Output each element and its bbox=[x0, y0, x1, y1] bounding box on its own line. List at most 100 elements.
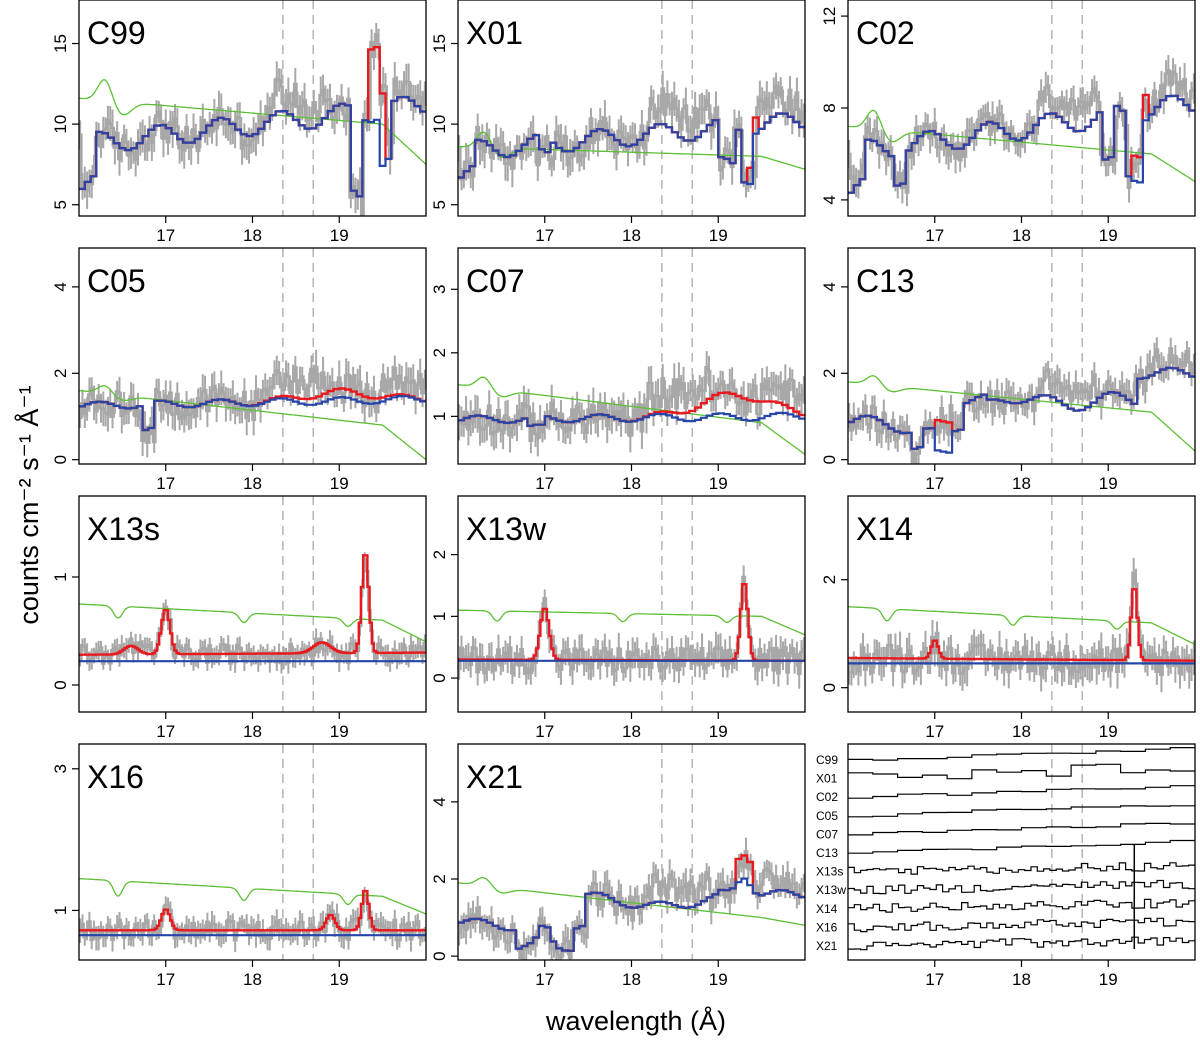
summary-series-label: X01 bbox=[816, 772, 838, 786]
y-tick-label: 2 bbox=[430, 874, 449, 883]
panel-title: C02 bbox=[856, 15, 915, 51]
model-series-blue bbox=[79, 395, 426, 432]
summary-spectrum bbox=[848, 936, 1195, 951]
model-series-blue bbox=[458, 411, 805, 427]
y-tick-label: 15 bbox=[51, 34, 70, 53]
x-tick-label: 19 bbox=[709, 970, 728, 989]
x-tick-label: 19 bbox=[1099, 474, 1118, 493]
y-tick-label: 8 bbox=[820, 103, 839, 112]
plot-area bbox=[848, 337, 1195, 464]
y-tick-label: 2 bbox=[430, 550, 449, 559]
x-tick-label: 17 bbox=[535, 474, 554, 493]
transmission-series-green bbox=[848, 375, 1195, 452]
summary-series-label: X13s bbox=[816, 865, 843, 879]
summary-spectrum bbox=[848, 839, 1195, 854]
y-tick-label: 4 bbox=[430, 797, 449, 806]
x-tick-label: 18 bbox=[622, 474, 641, 493]
plot-area bbox=[458, 70, 805, 198]
summary-spectrum bbox=[848, 879, 1195, 895]
plot-area bbox=[848, 557, 1195, 693]
x-tick-label: 18 bbox=[1012, 970, 1031, 989]
model-series-blue bbox=[458, 112, 805, 186]
transmission-series-green bbox=[79, 385, 426, 461]
y-tick-label: 1 bbox=[51, 906, 70, 915]
x-tick-label: 18 bbox=[243, 722, 262, 741]
summary-spectrum bbox=[848, 822, 1195, 836]
panel-title: X13w bbox=[466, 511, 547, 547]
x-tick-label: 19 bbox=[709, 722, 728, 741]
panel-c99: 5 10 15 C99 17 18 19 bbox=[51, 0, 427, 245]
panel-title: X16 bbox=[87, 759, 144, 795]
x-tick-label: 18 bbox=[243, 474, 262, 493]
y-tick-label: 4 bbox=[820, 282, 839, 291]
x-tick-label: 17 bbox=[925, 970, 944, 989]
summary-spectrum bbox=[848, 862, 1195, 875]
y-tick-label: 0 bbox=[430, 951, 449, 960]
panel-x16: 1 3 X16 17 18 19 bbox=[51, 743, 427, 989]
summary-series-label: C05 bbox=[816, 809, 838, 823]
model-series-blue bbox=[458, 877, 805, 952]
summary-spectrum bbox=[848, 747, 1195, 761]
summary-series-label: X14 bbox=[816, 902, 838, 916]
x-tick-label: 18 bbox=[1012, 226, 1031, 245]
x-tick-label: 18 bbox=[622, 722, 641, 741]
panel-title: C99 bbox=[87, 15, 146, 51]
y-tick-label: 2 bbox=[820, 575, 839, 584]
data-series-gray bbox=[848, 347, 1195, 463]
y-tick-label: 10 bbox=[51, 115, 70, 134]
panel-title: C05 bbox=[87, 263, 146, 299]
y-axis-label: counts cm⁻² s⁻¹ Å⁻¹ bbox=[13, 385, 44, 624]
panel-frame bbox=[78, 0, 427, 217]
summary-spectrum bbox=[848, 763, 1195, 780]
plot-area bbox=[79, 877, 426, 953]
x-tick-label: 18 bbox=[243, 970, 262, 989]
summary-series-label: C02 bbox=[816, 790, 838, 804]
panel-c13: 0 2 4 C13 17 18 19 bbox=[820, 247, 1196, 493]
summary-spectrum bbox=[848, 898, 1195, 913]
panel-title: X21 bbox=[466, 759, 523, 795]
transmission-series-green bbox=[458, 609, 805, 636]
y-tick-label: 0 bbox=[430, 673, 449, 682]
x-tick-label: 19 bbox=[709, 226, 728, 245]
x-axis-label: wavelength (Å) bbox=[545, 1005, 726, 1036]
panel-x21: 0 2 4 X21 17 18 19 bbox=[430, 743, 806, 989]
panel-frame bbox=[457, 247, 806, 465]
x-tick-label: 17 bbox=[925, 722, 944, 741]
transmission-series-green bbox=[79, 877, 426, 915]
x-tick-label: 17 bbox=[156, 226, 175, 245]
x-tick-label: 19 bbox=[709, 474, 728, 493]
transmission-series-green bbox=[848, 109, 1195, 183]
panel-x13w: 0 1 2 X13w 17 18 19 bbox=[430, 495, 806, 741]
x-tick-label: 17 bbox=[535, 722, 554, 741]
summary-series-label: X13w bbox=[816, 883, 846, 897]
y-tick-label: 2 bbox=[430, 348, 449, 357]
y-tick-label: 3 bbox=[51, 764, 70, 773]
panel-frame bbox=[847, 247, 1196, 465]
panel-title: X14 bbox=[856, 511, 913, 547]
summary-series-label: X16 bbox=[816, 920, 838, 934]
y-tick-label: 2 bbox=[820, 369, 839, 378]
model-series-red bbox=[848, 588, 1195, 662]
x-tick-label: 18 bbox=[243, 226, 262, 245]
x-tick-label: 19 bbox=[330, 722, 349, 741]
panel-x13s: 0 1 X13s 17 18 19 bbox=[51, 495, 427, 741]
plot-area bbox=[79, 552, 426, 674]
plot-area bbox=[458, 565, 805, 689]
data-series-gray bbox=[458, 366, 805, 443]
panel-title: C13 bbox=[856, 263, 915, 299]
x-tick-label: 18 bbox=[1012, 722, 1031, 741]
x-tick-label: 18 bbox=[1012, 474, 1031, 493]
x-tick-label: 17 bbox=[925, 226, 944, 245]
panel-frame bbox=[78, 247, 427, 465]
y-tick-label: 1 bbox=[51, 572, 70, 581]
panel-frame bbox=[78, 495, 427, 713]
x-tick-label: 17 bbox=[156, 722, 175, 741]
panel-summary: C99 X01 C02 C05 C07 C13 X13s X13w X14 X16 X21 17 18 1… bbox=[816, 743, 1196, 989]
y-tick-label: 10 bbox=[430, 115, 449, 134]
plot-area bbox=[458, 837, 805, 960]
summary-series-label: C99 bbox=[816, 753, 838, 767]
x-tick-label: 17 bbox=[535, 226, 554, 245]
plot-area bbox=[458, 351, 805, 457]
